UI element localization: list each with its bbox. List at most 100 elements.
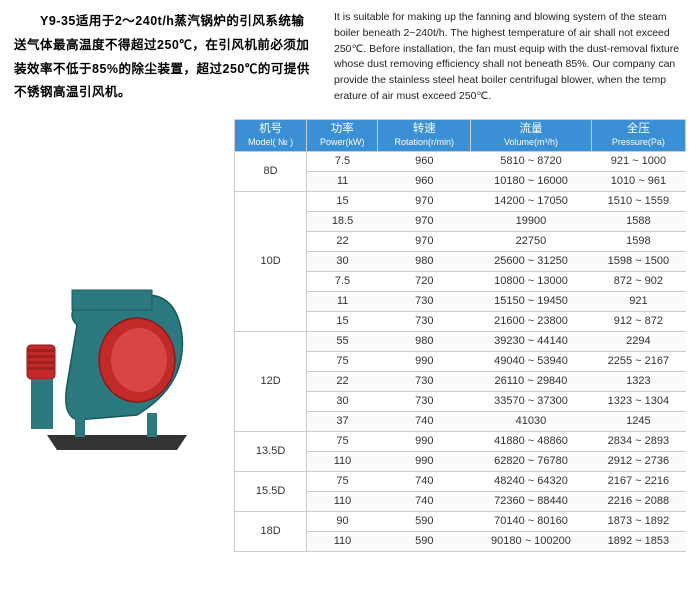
data-cell: 10800 ~ 13000 [471,271,592,291]
data-cell: 2834 ~ 2893 [591,431,685,451]
table-row: 12D5598039230 ~ 441402294 [235,331,686,351]
specification-table: 机号Model( № )功率Power(kW)转速Rotation(r/min)… [234,119,686,552]
data-cell: 1892 ~ 1853 [591,531,685,551]
data-cell: 990 [378,451,471,471]
data-cell: 740 [378,411,471,431]
table-body: 8D7.59605810 ~ 8720921 ~ 1000 11 96010180 … [235,151,686,551]
data-cell: 11 [307,291,378,311]
table-row: 10D1597014200 ~ 170501510 ~ 1559 [235,191,686,211]
data-cell: 26110 ~ 29840 [471,371,592,391]
data-cell: 921 [591,291,685,311]
data-cell: 2216 ~ 2088 [591,491,685,511]
data-cell: 912 ~ 872 [591,311,685,331]
table-row: 8D7.59605810 ~ 8720921 ~ 1000 [235,151,686,171]
table-row: 13.5D7599041880 ~ 488602834 ~ 2893 [235,431,686,451]
data-cell: 740 [378,491,471,511]
data-cell: 22 [307,371,378,391]
data-cell: 10180 ~ 16000 [471,171,592,191]
data-cell: 970 [378,231,471,251]
product-image-column [14,119,220,552]
centrifugal-fan-illustration [17,265,217,465]
data-cell: 30 [307,391,378,411]
data-cell: 980 [378,251,471,271]
data-cell: 41880 ~ 48860 [471,431,592,451]
data-cell: 15 [307,191,378,211]
data-cell: 730 [378,371,471,391]
data-cell: 2167 ~ 2216 [591,471,685,491]
intro-english: It is suitable for making up the fanning… [334,10,686,105]
data-cell: 1245 [591,411,685,431]
data-cell: 970 [378,191,471,211]
data-cell: 872 ~ 902 [591,271,685,291]
data-cell: 7.5 [307,271,378,291]
data-cell: 2255 ~ 2167 [591,351,685,371]
data-cell: 2912 ~ 2736 [591,451,685,471]
data-cell: 720 [378,271,471,291]
data-cell: 1598 [591,231,685,251]
data-cell: 1588 [591,211,685,231]
data-cell: 980 [378,331,471,351]
data-cell: 921 ~ 1000 [591,151,685,171]
data-cell: 41030 [471,411,592,431]
spec-table-column: 机号Model( № )功率Power(kW)转速Rotation(r/min)… [234,119,686,552]
data-cell: 25600 ~ 31250 [471,251,592,271]
table-row: 18D9059070140 ~ 801601873 ~ 1892 [235,511,686,531]
data-cell: 14200 ~ 17050 [471,191,592,211]
data-cell: 39230 ~ 44140 [471,331,592,351]
data-cell: 18.5 [307,211,378,231]
model-cell: 13.5D [235,431,307,471]
data-cell: 7.5 [307,151,378,171]
data-cell: 19900 [471,211,592,231]
model-cell: 12D [235,331,307,431]
data-cell: 15150 ~ 19450 [471,291,592,311]
data-cell: 5810 ~ 8720 [471,151,592,171]
data-cell: 90180 ~ 100200 [471,531,592,551]
data-cell: 33570 ~ 37300 [471,391,592,411]
data-cell: 740 [378,471,471,491]
model-cell: 10D [235,191,307,331]
data-cell: 990 [378,431,471,451]
data-cell: 75 [307,431,378,451]
data-cell: 1598 ~ 1500 [591,251,685,271]
data-cell: 90 [307,511,378,531]
data-cell: 730 [378,291,471,311]
intro-section: Y9-35适用于2～240t/h蒸汽锅炉的引风系统输送气体最高温度不得超过250… [14,10,686,105]
data-cell: 1873 ~ 1892 [591,511,685,531]
data-cell: 75 [307,351,378,371]
model-cell: 15.5D [235,471,307,511]
col-header: 流量Volume(m³/h) [471,120,592,152]
data-cell: 110 [307,451,378,471]
col-header: 功率Power(kW) [307,120,378,152]
data-cell: 990 [378,351,471,371]
data-cell: 1323 [591,371,685,391]
main-content: 机号Model( № )功率Power(kW)转速Rotation(r/min)… [14,119,686,552]
data-cell: 62820 ~ 76780 [471,451,592,471]
intro-chinese: Y9-35适用于2～240t/h蒸汽锅炉的引风系统输送气体最高温度不得超过250… [14,10,314,105]
data-cell: 1010 ~ 961 [591,171,685,191]
data-cell: 960 [378,171,471,191]
data-cell: 1323 ~ 1304 [591,391,685,411]
model-cell: 18D [235,511,307,551]
table-header-row: 机号Model( № )功率Power(kW)转速Rotation(r/min)… [235,120,686,152]
data-cell: 110 [307,531,378,551]
data-cell: 21600 ~ 23800 [471,311,592,331]
data-cell: 72360 ~ 88440 [471,491,592,511]
col-header: 全压Pressure(Pa) [591,120,685,152]
data-cell: 15 [307,311,378,331]
col-header: 转速Rotation(r/min) [378,120,471,152]
data-cell: 48240 ~ 64320 [471,471,592,491]
data-cell: 970 [378,211,471,231]
data-cell: 2294 [591,331,685,351]
data-cell: 75 [307,471,378,491]
data-cell: 22 [307,231,378,251]
data-cell: 22750 [471,231,592,251]
table-row: 15.5D7574048240 ~ 643202167 ~ 2216 [235,471,686,491]
data-cell: 590 [378,531,471,551]
data-cell: 1510 ~ 1559 [591,191,685,211]
data-cell: 70140 ~ 80160 [471,511,592,531]
data-cell: 590 [378,511,471,531]
data-cell: 30 [307,251,378,271]
data-cell: 960 [378,151,471,171]
data-cell: 49040 ~ 53940 [471,351,592,371]
data-cell: 55 [307,331,378,351]
